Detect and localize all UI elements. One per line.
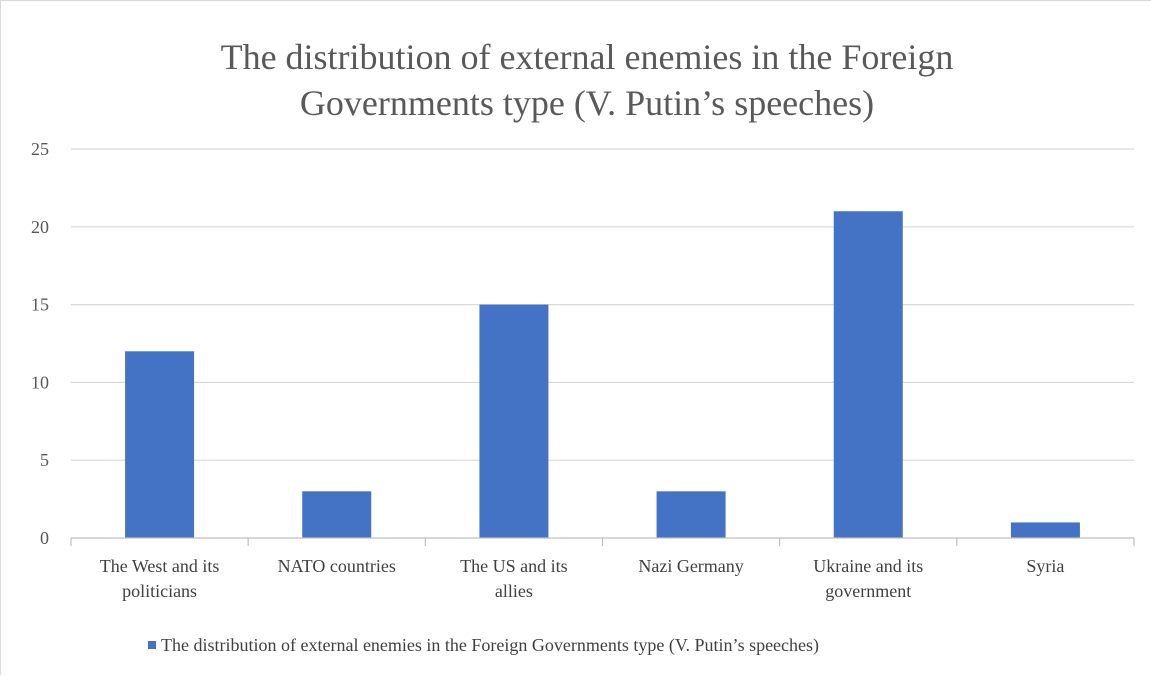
bar bbox=[1010, 522, 1080, 538]
x-tick-label-line: Syria bbox=[1026, 556, 1064, 576]
x-tick-label: Syria bbox=[1026, 556, 1064, 576]
y-axis-tick-labels: 0 5 10 15 20 25 bbox=[31, 139, 49, 548]
gridlines bbox=[71, 148, 1134, 461]
y-tick-label: 10 bbox=[31, 372, 49, 392]
bars bbox=[125, 211, 1080, 539]
x-tick-label-line: Nazi Germany bbox=[638, 556, 743, 576]
x-tick-label: Nazi Germany bbox=[638, 556, 743, 576]
x-tick-label-line: The US and its bbox=[460, 556, 568, 576]
y-tick-label: 0 bbox=[40, 528, 49, 548]
y-tick-label: 20 bbox=[31, 217, 49, 237]
x-tick-label-line: allies bbox=[495, 581, 533, 601]
x-tick-label: NATO countries bbox=[278, 556, 396, 576]
y-tick-label: 15 bbox=[31, 295, 49, 315]
bar bbox=[833, 211, 903, 539]
bar bbox=[302, 491, 372, 538]
legend-label: The distribution of external enemies in … bbox=[161, 635, 819, 656]
x-tick-label: Ukraine and its government bbox=[813, 556, 923, 601]
legend-swatch bbox=[148, 641, 156, 649]
x-tick-label: The West and its politicians bbox=[100, 556, 220, 601]
y-tick-label: 25 bbox=[31, 139, 49, 159]
y-tick-label: 5 bbox=[40, 450, 49, 470]
bar bbox=[479, 304, 549, 538]
bar bbox=[656, 491, 726, 538]
chart-title-line-1: The distribution of external enemies in … bbox=[221, 37, 954, 77]
x-tick-label-line: The West and its bbox=[100, 556, 220, 576]
bar bbox=[125, 351, 195, 538]
x-axis-tick-labels: The West and its politicians NATO countrie… bbox=[100, 556, 1065, 601]
x-tick-label-line: NATO countries bbox=[278, 556, 396, 576]
x-axis bbox=[70, 537, 1135, 546]
legend: The distribution of external enemies in … bbox=[148, 635, 819, 656]
x-tick-label-line: government bbox=[825, 581, 911, 601]
x-tick-label: The US and its allies bbox=[460, 556, 568, 601]
chart-title-line-2: Governments type (V. Putin’s speeches) bbox=[300, 83, 874, 123]
x-tick-label-line: politicians bbox=[122, 581, 197, 601]
chart-title: The distribution of external enemies in … bbox=[221, 37, 954, 123]
x-tick-label-line: Ukraine and its bbox=[813, 556, 923, 576]
